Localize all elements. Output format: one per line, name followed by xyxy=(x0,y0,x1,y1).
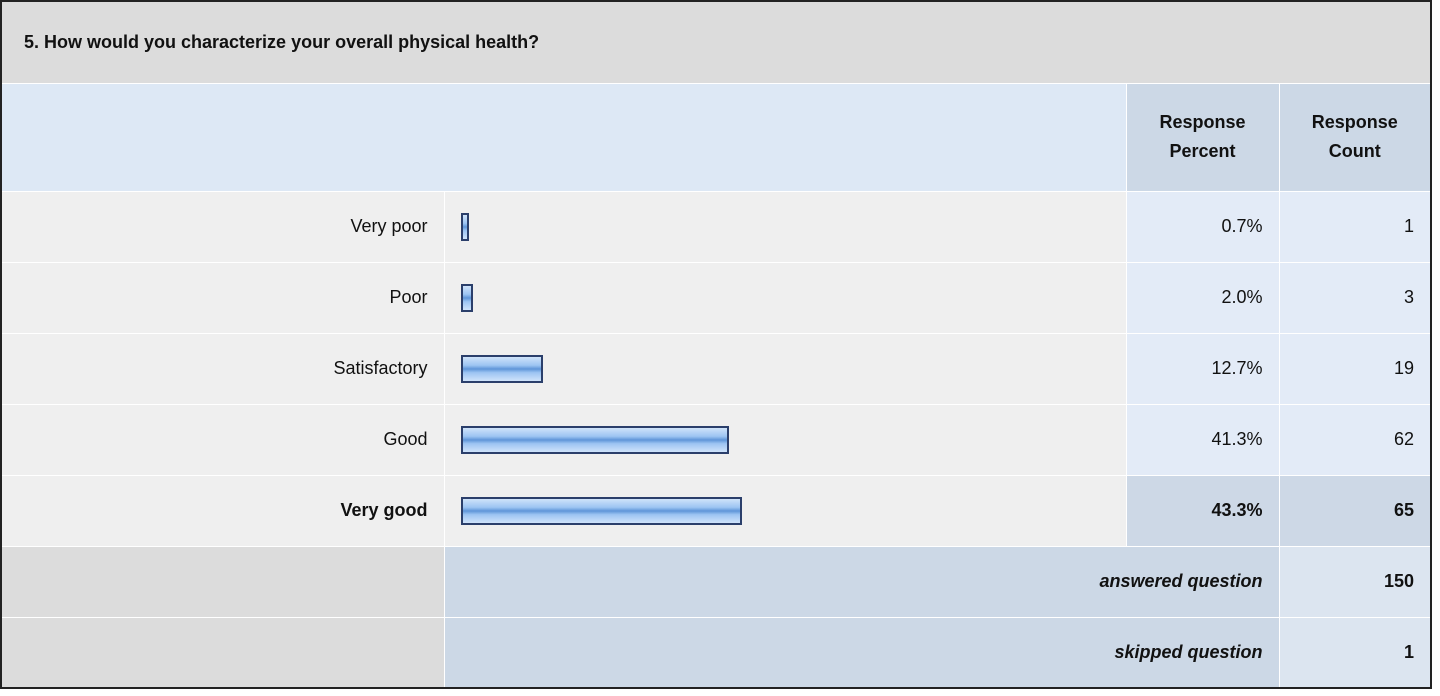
bar-cell xyxy=(443,190,1127,263)
bar xyxy=(460,496,742,525)
response-percent: 0.7% xyxy=(1125,190,1280,263)
answer-row: Satisfactory 12.7% 19 xyxy=(0,332,1432,405)
footer-count: 1 xyxy=(1278,616,1432,689)
header-percent: Response Percent xyxy=(1125,82,1280,192)
response-percent: 43.3% xyxy=(1125,474,1280,547)
response-percent: 2.0% xyxy=(1125,261,1280,334)
bar-cell xyxy=(443,332,1127,405)
answer-label: Satisfactory xyxy=(0,332,445,405)
header-blank xyxy=(0,82,1127,192)
bar-track xyxy=(460,496,1110,525)
header-row: Response Percent Response Count xyxy=(0,82,1432,192)
bar xyxy=(460,283,474,312)
question-title: 5. How would you characterize your overa… xyxy=(0,0,1432,84)
response-count: 19 xyxy=(1278,332,1432,405)
footer-row: answered question 150 xyxy=(0,545,1432,618)
bar xyxy=(460,354,543,383)
footer-count: 150 xyxy=(1278,545,1432,618)
bar-cell xyxy=(443,403,1127,476)
response-count: 62 xyxy=(1278,403,1432,476)
footer-label: skipped question xyxy=(443,616,1280,689)
answer-row: Very good 43.3% 65 xyxy=(0,474,1432,547)
bar-track xyxy=(460,283,1110,312)
bar xyxy=(460,425,729,454)
answer-label: Good xyxy=(0,403,445,476)
title-row: 5. How would you characterize your overa… xyxy=(0,0,1432,84)
footer-label: answered question xyxy=(443,545,1280,618)
answer-label: Poor xyxy=(0,261,445,334)
header-count: Response Count xyxy=(1278,82,1432,192)
bar-track xyxy=(460,354,1110,383)
answer-row: Poor 2.0% 3 xyxy=(0,261,1432,334)
footer-row: skipped question 1 xyxy=(0,616,1432,689)
footer-blank xyxy=(0,545,445,618)
response-count: 65 xyxy=(1278,474,1432,547)
answer-row: Good 41.3% 62 xyxy=(0,403,1432,476)
response-percent: 12.7% xyxy=(1125,332,1280,405)
answer-label: Very poor xyxy=(0,190,445,263)
bar xyxy=(460,212,469,241)
answer-row: Very poor 0.7% 1 xyxy=(0,190,1432,263)
answer-label: Very good xyxy=(0,474,445,547)
response-count: 3 xyxy=(1278,261,1432,334)
bar-cell xyxy=(443,261,1127,334)
bar-cell xyxy=(443,474,1127,547)
bar-track xyxy=(460,425,1110,454)
response-count: 1 xyxy=(1278,190,1432,263)
response-percent: 41.3% xyxy=(1125,403,1280,476)
footer-blank xyxy=(0,616,445,689)
bar-track xyxy=(460,212,1110,241)
